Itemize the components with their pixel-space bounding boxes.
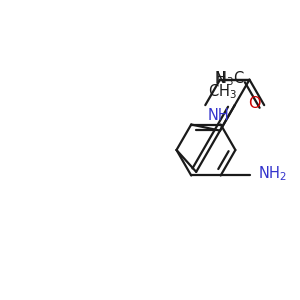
Text: NH: NH bbox=[208, 108, 230, 123]
Text: O: O bbox=[248, 96, 261, 111]
Text: H$_3$C: H$_3$C bbox=[215, 69, 245, 88]
Text: NH$_2$: NH$_2$ bbox=[258, 165, 287, 183]
Text: CH$_3$: CH$_3$ bbox=[208, 82, 237, 101]
Text: N: N bbox=[214, 71, 226, 86]
